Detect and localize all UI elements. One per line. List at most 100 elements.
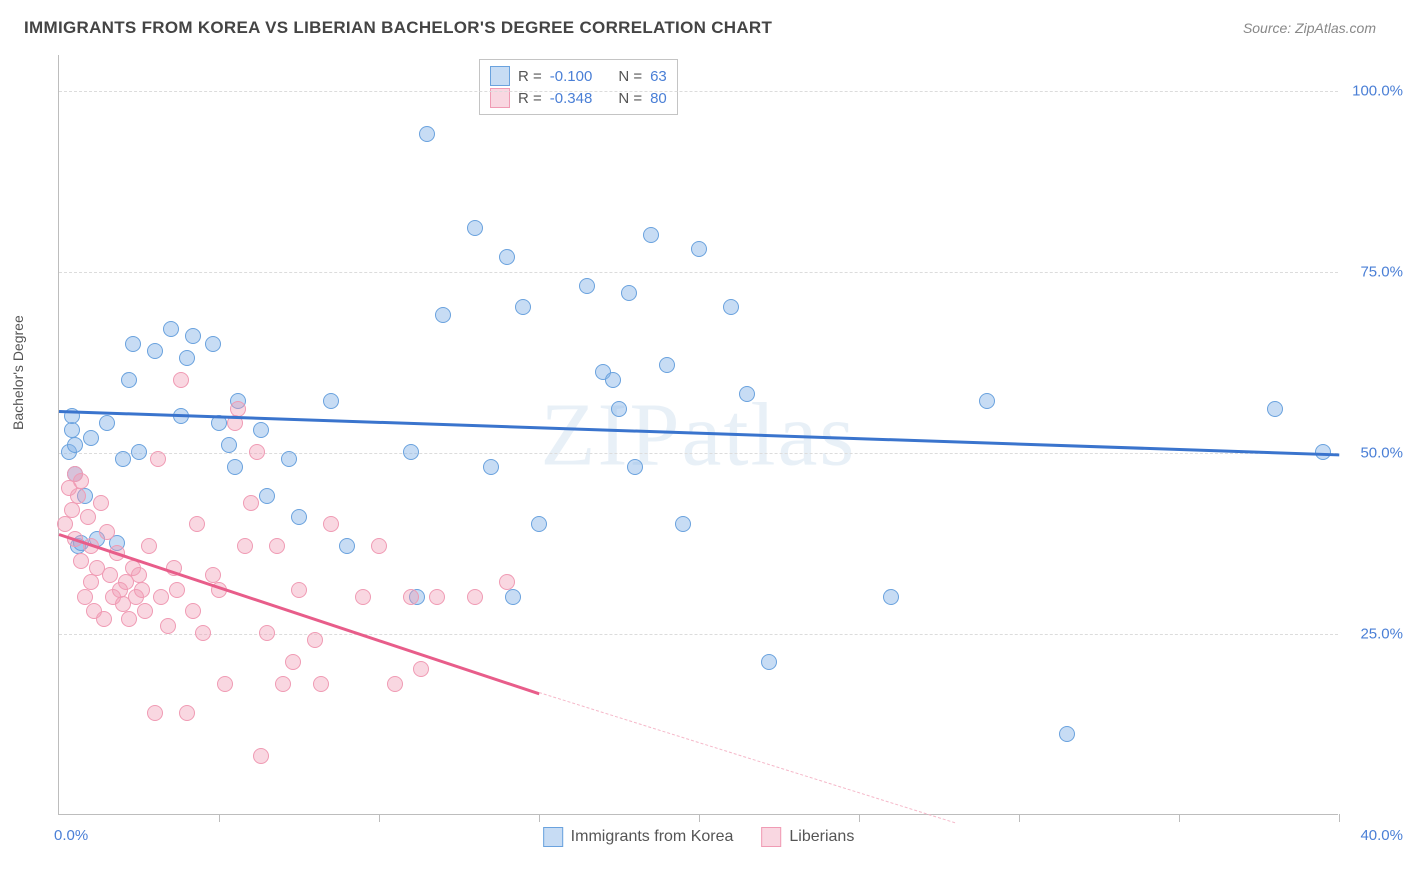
- data-point: [227, 459, 243, 475]
- ytick-label: 25.0%: [1360, 626, 1403, 643]
- data-point: [259, 488, 275, 504]
- data-point: [93, 495, 109, 511]
- r-label: R =: [518, 68, 542, 85]
- data-point: [73, 473, 89, 489]
- data-point: [243, 495, 259, 511]
- data-point: [605, 372, 621, 388]
- data-point: [403, 589, 419, 605]
- ytick-label: 100.0%: [1352, 83, 1403, 100]
- data-point: [761, 654, 777, 670]
- data-point: [169, 582, 185, 598]
- data-point: [150, 451, 166, 467]
- swatch-blue-icon: [490, 66, 510, 86]
- data-point: [621, 285, 637, 301]
- data-point: [419, 126, 435, 142]
- data-point: [323, 393, 339, 409]
- source-label: Source: ZipAtlas.com: [1243, 20, 1376, 36]
- data-point: [185, 328, 201, 344]
- data-point: [195, 625, 211, 641]
- data-point: [723, 299, 739, 315]
- trendline: [539, 692, 955, 823]
- data-point: [387, 676, 403, 692]
- data-point: [429, 589, 445, 605]
- data-point: [189, 516, 205, 532]
- data-point: [253, 748, 269, 764]
- xtick: [219, 814, 220, 822]
- data-point: [643, 227, 659, 243]
- data-point: [659, 357, 675, 373]
- data-point: [355, 589, 371, 605]
- data-point: [371, 538, 387, 554]
- data-point: [179, 705, 195, 721]
- stats-row-korea: R = -0.100 N = 63: [490, 66, 667, 86]
- gridline: [59, 91, 1338, 92]
- data-point: [269, 538, 285, 554]
- swatch-blue-icon: [543, 827, 563, 847]
- n-label: N =: [618, 68, 642, 85]
- xtick-max: 40.0%: [1360, 827, 1403, 844]
- stats-legend: R = -0.100 N = 63 R = -0.348 N = 80: [479, 59, 678, 115]
- data-point: [883, 589, 899, 605]
- chart-title: IMMIGRANTS FROM KOREA VS LIBERIAN BACHEL…: [24, 18, 772, 38]
- plot-area: ZIPatlas R = -0.100 N = 63 R = -0.348 N …: [58, 55, 1338, 815]
- data-point: [291, 509, 307, 525]
- data-point: [675, 516, 691, 532]
- data-point: [691, 241, 707, 257]
- data-point: [121, 611, 137, 627]
- data-point: [99, 415, 115, 431]
- data-point: [77, 589, 93, 605]
- xtick: [1019, 814, 1020, 822]
- data-point: [230, 401, 246, 417]
- data-point: [259, 625, 275, 641]
- data-point: [515, 299, 531, 315]
- gridline: [59, 272, 1338, 273]
- swatch-pink-icon: [761, 827, 781, 847]
- data-point: [979, 393, 995, 409]
- data-point: [125, 336, 141, 352]
- data-point: [483, 459, 499, 475]
- xtick: [859, 814, 860, 822]
- data-point: [531, 516, 547, 532]
- data-point: [64, 422, 80, 438]
- legend-label-korea: Immigrants from Korea: [571, 828, 734, 846]
- legend-item-korea: Immigrants from Korea: [543, 827, 734, 847]
- data-point: [403, 444, 419, 460]
- data-point: [739, 386, 755, 402]
- data-point: [339, 538, 355, 554]
- ytick-label: 75.0%: [1360, 264, 1403, 281]
- data-point: [285, 654, 301, 670]
- data-point: [499, 249, 515, 265]
- data-point: [137, 603, 153, 619]
- data-point: [115, 451, 131, 467]
- data-point: [205, 336, 221, 352]
- data-point: [579, 278, 595, 294]
- data-point: [275, 676, 291, 692]
- xtick: [379, 814, 380, 822]
- data-point: [281, 451, 297, 467]
- legend-item-liberians: Liberians: [761, 827, 854, 847]
- data-point: [147, 705, 163, 721]
- data-point: [179, 350, 195, 366]
- data-point: [131, 444, 147, 460]
- data-point: [313, 676, 329, 692]
- data-point: [131, 567, 147, 583]
- xtick: [699, 814, 700, 822]
- data-point: [627, 459, 643, 475]
- data-point: [185, 603, 201, 619]
- data-point: [221, 437, 237, 453]
- data-point: [121, 372, 137, 388]
- data-point: [291, 582, 307, 598]
- data-point: [173, 372, 189, 388]
- data-point: [413, 661, 429, 677]
- data-point: [163, 321, 179, 337]
- data-point: [1267, 401, 1283, 417]
- data-point: [102, 567, 118, 583]
- legend-label-liberians: Liberians: [789, 828, 854, 846]
- bottom-legend: Immigrants from Korea Liberians: [543, 827, 855, 847]
- ytick-label: 50.0%: [1360, 445, 1403, 462]
- data-point: [467, 589, 483, 605]
- data-point: [153, 589, 169, 605]
- data-point: [96, 611, 112, 627]
- data-point: [67, 437, 83, 453]
- data-point: [160, 618, 176, 634]
